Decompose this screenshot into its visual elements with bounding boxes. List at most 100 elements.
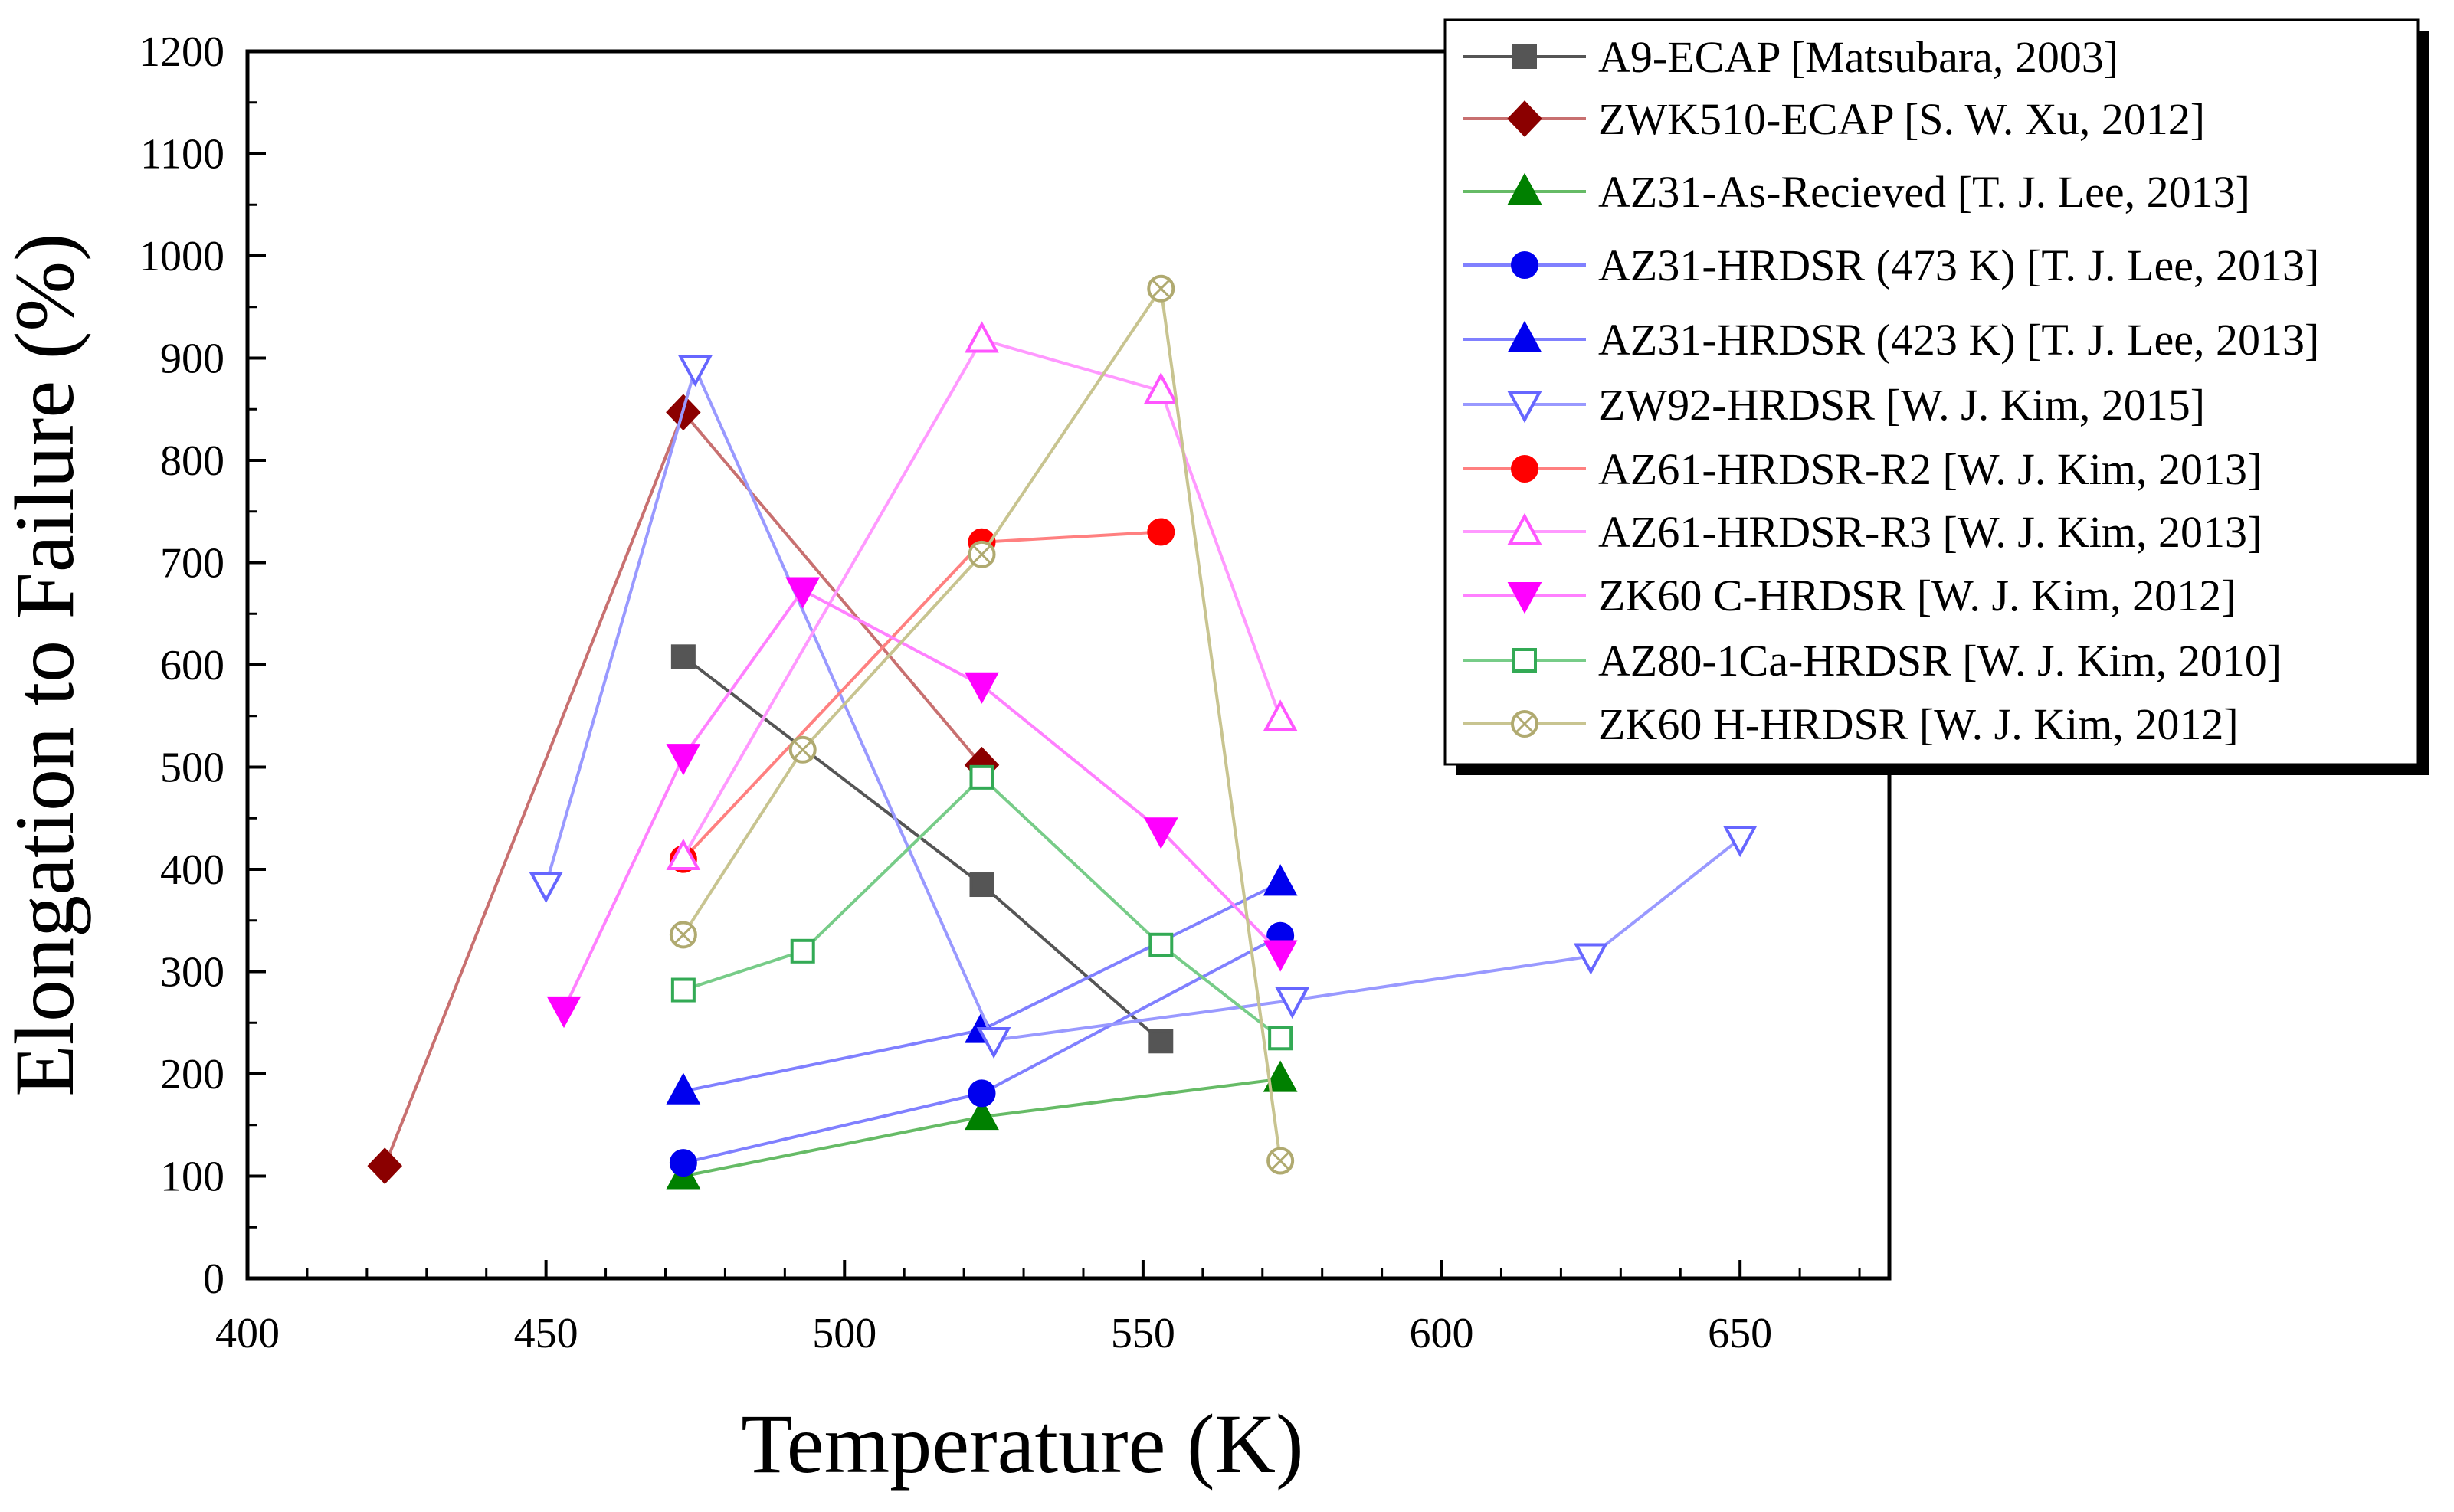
legend-entry: A9-ECAP [Matsubara, 2003] bbox=[1463, 32, 2118, 82]
series-8 bbox=[666, 321, 1298, 870]
data-point bbox=[1275, 987, 1310, 1019]
legend-entry: AZ31-HRDSR (423 K) [T. J. Lee, 2013] bbox=[1463, 315, 2319, 365]
data-point bbox=[1268, 1026, 1293, 1051]
data-point bbox=[976, 1026, 1011, 1059]
data-point bbox=[1143, 372, 1178, 404]
x-tick-label: 600 bbox=[1410, 1310, 1474, 1357]
data-point bbox=[1266, 1147, 1295, 1175]
legend-box bbox=[1443, 18, 2420, 766]
legend-entry: AZ31-HRDSR (473 K) [T. J. Lee, 2013] bbox=[1463, 241, 2319, 290]
series-line bbox=[682, 655, 1162, 1042]
data-point bbox=[1263, 699, 1298, 731]
data-point bbox=[1147, 274, 1175, 303]
legend-marker bbox=[1512, 44, 1537, 69]
legend-label: AZ80-1Ca-HRDSR [W. J. Kim, 2010] bbox=[1598, 636, 2282, 686]
legend-marker bbox=[1511, 251, 1538, 279]
legend-label: ZK60 H-HRDSR [W. J. Kim, 2012] bbox=[1598, 699, 2239, 749]
data-point bbox=[1143, 817, 1178, 849]
legend-label: A9-ECAP [Matsubara, 2003] bbox=[1598, 32, 2118, 82]
data-point bbox=[669, 1149, 697, 1177]
legend-entry: AZ61-HRDSR-R2 [W. J. Kim, 2013] bbox=[1463, 444, 2262, 494]
y-tick-label: 200 bbox=[160, 1051, 224, 1098]
y-tick-label: 600 bbox=[160, 642, 224, 689]
series-10 bbox=[670, 764, 1293, 1051]
data-point bbox=[669, 921, 697, 949]
y-tick-label: 0 bbox=[203, 1255, 224, 1303]
series-5 bbox=[666, 864, 1298, 1105]
data-point bbox=[1147, 518, 1175, 546]
data-point bbox=[969, 872, 994, 898]
data-point bbox=[965, 672, 999, 704]
legend-label: AZ31-HRDSR (473 K) [T. J. Lee, 2013] bbox=[1598, 241, 2319, 290]
legend-entry: AZ80-1Ca-HRDSR [W. J. Kim, 2010] bbox=[1463, 636, 2282, 686]
x-tick-label: 650 bbox=[1708, 1310, 1772, 1357]
data-point bbox=[678, 355, 713, 388]
legend-marker bbox=[1507, 320, 1542, 352]
x-tick-label: 500 bbox=[812, 1310, 876, 1357]
data-point bbox=[1148, 1029, 1174, 1054]
data-point bbox=[1148, 932, 1174, 957]
legend-entry: ZWK510-ECAP [S. W. Xu, 2012] bbox=[1463, 94, 2205, 144]
data-point bbox=[965, 321, 999, 353]
legend-entry: ZK60 C-HRDSR [W. J. Kim, 2012] bbox=[1463, 571, 2236, 620]
x-tick-label: 550 bbox=[1111, 1310, 1175, 1357]
legend-label: AZ31-As-Recieved [T. J. Lee, 2013] bbox=[1598, 167, 2250, 217]
data-point bbox=[969, 764, 994, 790]
y-axis-title: Elongation to Failure (%) bbox=[0, 233, 91, 1096]
series-3 bbox=[666, 1060, 1298, 1190]
series-9 bbox=[546, 577, 1298, 1029]
series-line bbox=[683, 881, 1282, 1093]
data-point bbox=[1263, 940, 1298, 972]
data-point bbox=[367, 1147, 402, 1185]
data-point bbox=[788, 735, 817, 764]
y-tick-label: 400 bbox=[160, 846, 224, 894]
legend-marker bbox=[1507, 391, 1542, 424]
series-line bbox=[383, 409, 984, 1167]
data-point bbox=[666, 1072, 701, 1105]
y-tick-label: 900 bbox=[160, 335, 224, 383]
data-point bbox=[1263, 1060, 1298, 1092]
series-line bbox=[682, 338, 1283, 858]
data-point bbox=[670, 977, 696, 1003]
y-tick-label: 1100 bbox=[140, 131, 224, 178]
legend-marker bbox=[1507, 512, 1542, 545]
y-tick-label: 700 bbox=[160, 540, 224, 587]
series-6 bbox=[529, 355, 1758, 1059]
x-tick-label: 400 bbox=[215, 1310, 280, 1357]
legend-label: AZ31-HRDSR (423 K) [T. J. Lee, 2013] bbox=[1598, 315, 2319, 365]
legend-entry: ZK60 H-HRDSR [W. J. Kim, 2012] bbox=[1463, 699, 2239, 749]
data-point bbox=[790, 938, 815, 964]
series-11 bbox=[669, 274, 1295, 1175]
legend-label: ZWK510-ECAP [S. W. Xu, 2012] bbox=[1598, 94, 2205, 144]
series-line bbox=[544, 364, 1741, 1042]
series-layer bbox=[367, 274, 1758, 1190]
series-1 bbox=[670, 644, 1174, 1054]
series-line bbox=[562, 587, 1282, 1010]
data-point bbox=[670, 644, 696, 669]
data-point bbox=[968, 540, 996, 568]
data-point bbox=[785, 577, 821, 609]
legend-label: ZW92-HRDSR [W. J. Kim, 2015] bbox=[1598, 380, 2205, 430]
legend: A9-ECAP [Matsubara, 2003] ZWK510-ECAP [S.… bbox=[1443, 18, 2429, 775]
y-tick-label: 100 bbox=[160, 1154, 224, 1201]
legend-marker bbox=[1507, 100, 1542, 137]
series-line bbox=[683, 775, 1282, 1039]
legend-marker bbox=[1511, 710, 1538, 738]
legend-marker bbox=[1507, 582, 1542, 614]
legend-entry: AZ61-HRDSR-R3 [W. J. Kim, 2013] bbox=[1463, 507, 2262, 557]
data-point bbox=[666, 838, 701, 870]
data-point bbox=[968, 1079, 996, 1108]
data-point bbox=[546, 996, 582, 1029]
data-point bbox=[666, 744, 701, 776]
data-point bbox=[1574, 943, 1608, 975]
legend-label: AZ61-HRDSR-R3 [W. J. Kim, 2013] bbox=[1598, 507, 2262, 557]
y-tick-label: 500 bbox=[160, 745, 224, 792]
y-tick-label: 800 bbox=[160, 437, 224, 485]
legend-entry: AZ31-As-Recieved [T. J. Lee, 2013] bbox=[1463, 167, 2250, 217]
legend-marker bbox=[1511, 455, 1538, 483]
legend-marker bbox=[1507, 172, 1542, 205]
data-point bbox=[529, 872, 563, 904]
data-point bbox=[1263, 864, 1298, 896]
series-4 bbox=[669, 921, 1295, 1177]
